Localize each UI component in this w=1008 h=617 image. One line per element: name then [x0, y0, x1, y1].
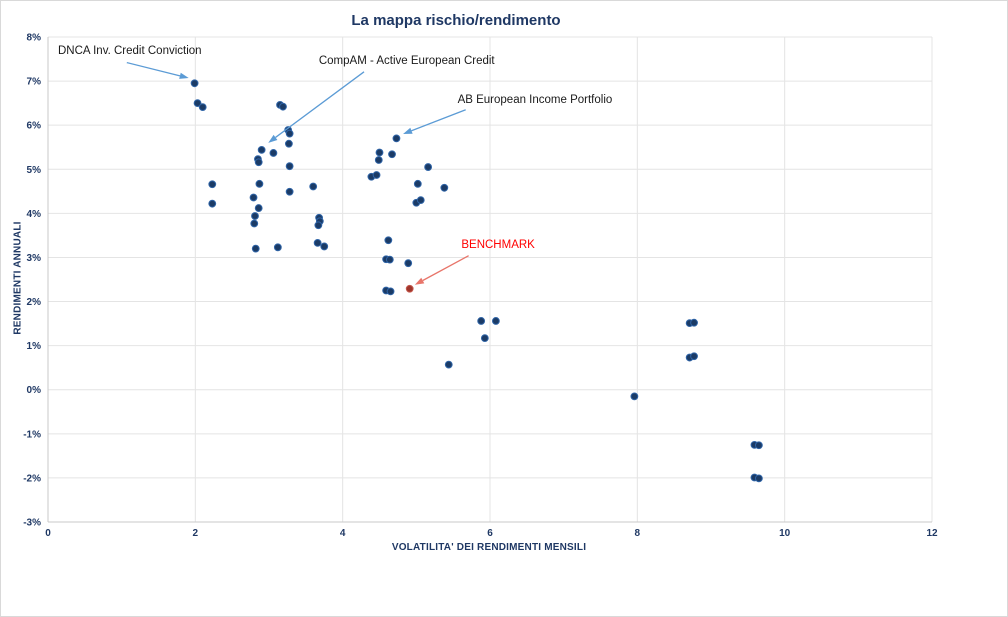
data-point — [754, 474, 763, 483]
annotation-arrowhead-icon — [179, 72, 189, 79]
data-point — [208, 199, 217, 208]
y-tick-label: -1% — [23, 429, 41, 440]
y-tick-label: 3% — [27, 253, 42, 264]
y-tick-label: 5% — [27, 165, 42, 176]
data-point — [372, 171, 381, 179]
data-point — [251, 244, 260, 253]
data-point — [477, 317, 486, 325]
data-point — [404, 259, 413, 268]
data-point — [444, 360, 453, 369]
y-tick-label: 6% — [27, 121, 42, 132]
data-point — [284, 139, 293, 148]
data-point — [269, 149, 278, 157]
x-tick-label: 10 — [779, 528, 791, 539]
data-point — [190, 79, 199, 88]
data-point — [309, 182, 318, 191]
y-tick-label: 0% — [27, 385, 42, 396]
data-point — [255, 179, 264, 188]
data-point — [285, 162, 294, 171]
data-point — [424, 163, 433, 171]
annotation-arrowhead-icon — [268, 134, 278, 143]
data-point — [630, 392, 639, 401]
data-point — [392, 134, 401, 143]
x-tick-label: 0 — [45, 528, 51, 539]
annotation-label: BENCHMARK — [461, 239, 535, 251]
data-point — [285, 187, 294, 196]
data-point — [374, 156, 383, 164]
annotation-label: CompAM - Active European Credit — [319, 55, 496, 67]
data-point — [440, 183, 449, 192]
y-tick-label: 2% — [27, 297, 42, 308]
benchmark-point — [405, 284, 414, 293]
data-point — [320, 242, 329, 251]
data-point — [313, 239, 322, 247]
x-axis-title: VOLATILITA' DEI RENDIMENTI MENSILI — [391, 542, 587, 553]
data-point — [257, 145, 266, 154]
data-point — [251, 212, 259, 220]
annotation-label: AB European Income Portfolio — [458, 94, 613, 106]
data-point — [480, 334, 489, 343]
data-point — [254, 204, 263, 212]
annotation-label: DNCA Inv. Credit Conviction — [58, 45, 202, 57]
data-point — [208, 180, 217, 189]
annotation-arrowhead-icon — [403, 127, 413, 134]
data-point — [249, 193, 258, 202]
data-point — [754, 441, 763, 450]
y-tick-label: 1% — [27, 341, 42, 352]
data-point — [491, 317, 500, 325]
data-point — [690, 352, 698, 361]
data-point — [314, 221, 323, 230]
x-tick-label: 8 — [635, 528, 641, 539]
data-point — [386, 287, 395, 296]
data-point — [250, 219, 259, 228]
y-tick-label: 4% — [27, 209, 42, 220]
data-point — [375, 148, 384, 157]
annotation-arrow-line — [422, 255, 469, 282]
data-point — [385, 255, 394, 264]
annotation-arrowhead-icon — [414, 277, 425, 285]
y-tick-label: -3% — [23, 518, 41, 529]
data-point — [254, 158, 263, 167]
y-tick-label: -2% — [23, 473, 41, 484]
data-point — [198, 103, 207, 112]
data-point — [388, 150, 396, 159]
data-point — [279, 102, 287, 111]
y-tick-label: 8% — [27, 33, 42, 44]
x-tick-label: 12 — [926, 528, 938, 539]
data-point — [413, 179, 422, 188]
chart-title: La mappa rischio/rendimento — [351, 12, 561, 29]
data-point — [690, 318, 698, 327]
y-tick-label: 7% — [27, 77, 42, 88]
x-tick-label: 4 — [340, 528, 346, 539]
data-point — [193, 99, 202, 108]
data-point — [416, 196, 425, 205]
x-tick-label: 6 — [487, 528, 493, 539]
x-tick-label: 2 — [193, 528, 199, 539]
data-point — [384, 236, 393, 245]
annotation-arrow-line — [275, 71, 365, 138]
data-point — [285, 129, 294, 138]
data-point — [273, 243, 282, 252]
annotation-arrow-line — [411, 109, 466, 132]
annotation-arrow-line — [126, 61, 181, 77]
